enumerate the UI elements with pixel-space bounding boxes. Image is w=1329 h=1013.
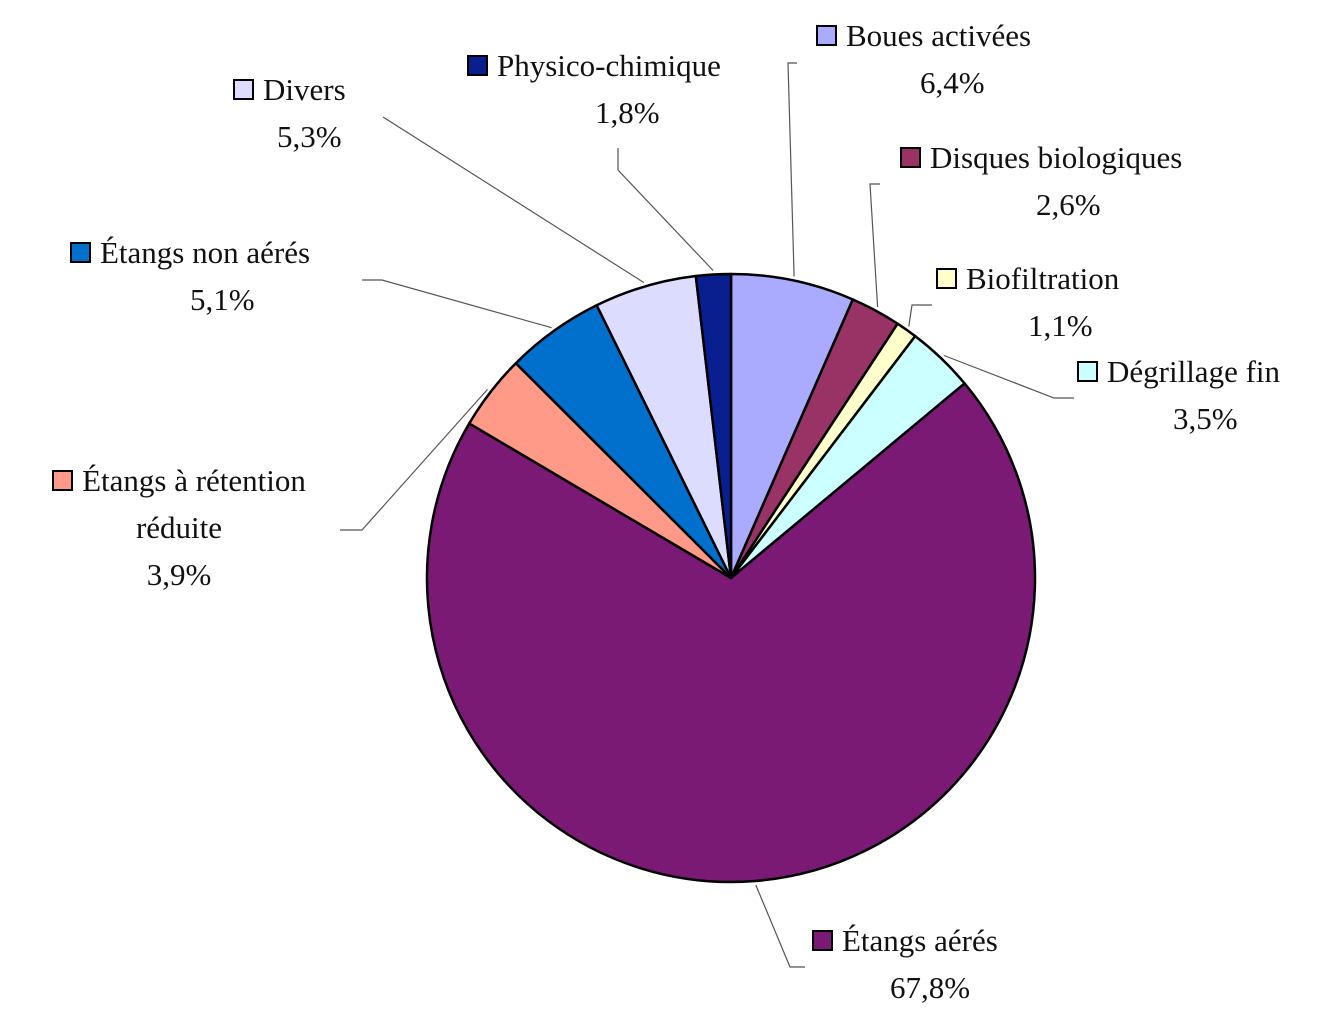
slice-value: 5,3% [277,119,342,154]
slice-name: Étangs à rétention réduite [82,463,306,545]
swatch-boues-activees [816,25,837,46]
label-disques-biologiques: Disques biologiques 2,6% [900,134,1182,228]
leader-line [908,304,932,327]
pie-slice-étangs-aérés [425,382,1037,884]
label-etangs-non-aeres: Étangs non aérés 5,1% [70,229,310,323]
swatch-etangs-aeres [812,930,833,951]
swatch-etangs-non-aeres [70,242,91,263]
swatch-etangs-retention-reduite [52,470,74,491]
leader-line [617,148,714,271]
leader-lines [340,62,1074,968]
slice-name: Biofiltration [966,261,1120,296]
slice-value: 2,6% [1036,187,1101,222]
slice-value: 3,5% [1173,401,1238,436]
swatch-degrillage-fin [1077,361,1098,382]
slice-name: Divers [263,72,346,107]
leader-line [869,183,880,308]
label-degrillage-fin: Dégrillage fin 3,5% [1077,348,1280,442]
slice-name: Étangs aérés [842,923,998,958]
slice-name: Disques biologiques [930,140,1183,175]
slice-value: 5,1% [190,282,255,317]
leader-line [362,279,552,329]
label-physico-chimique: Physico-chimique 1,8% [467,42,721,136]
slice-name: Physico-chimique [497,48,721,83]
swatch-disques-biologiques [900,147,921,168]
leader-line [755,884,805,968]
label-boues-activees: Boues activées 6,4% [816,12,1031,106]
leader-line [943,354,1074,399]
label-biofiltration: Biofiltration 1,1% [936,255,1119,349]
leader-line [787,62,797,277]
leader-line [340,389,488,531]
pie-slice-boues-activées [729,272,855,580]
label-divers: Divers 5,3% [233,66,346,160]
swatch-physico-chimique [467,55,488,76]
slice-name: Étangs non aérés [100,235,311,270]
slice-value: 3,9% [146,557,212,592]
slice-name: Boues activées [846,18,1032,53]
pie-slice-physico-chimique [694,272,733,580]
slice-value: 1,8% [595,95,660,130]
slice-value: 67,8% [890,970,971,1005]
pie-slices [425,272,1037,884]
slice-name: Dégrillage fin [1107,354,1281,389]
slice-value: 1,1% [1028,308,1093,343]
slice-value: 6,4% [920,65,985,100]
leader-line [382,116,645,284]
swatch-divers [233,79,254,100]
label-etangs-retention-reduite: Étangs à rétention réduite 3,9% [24,457,334,598]
label-etangs-aeres: Étangs aérés 67,8% [812,917,998,1011]
swatch-biofiltration [936,268,957,289]
